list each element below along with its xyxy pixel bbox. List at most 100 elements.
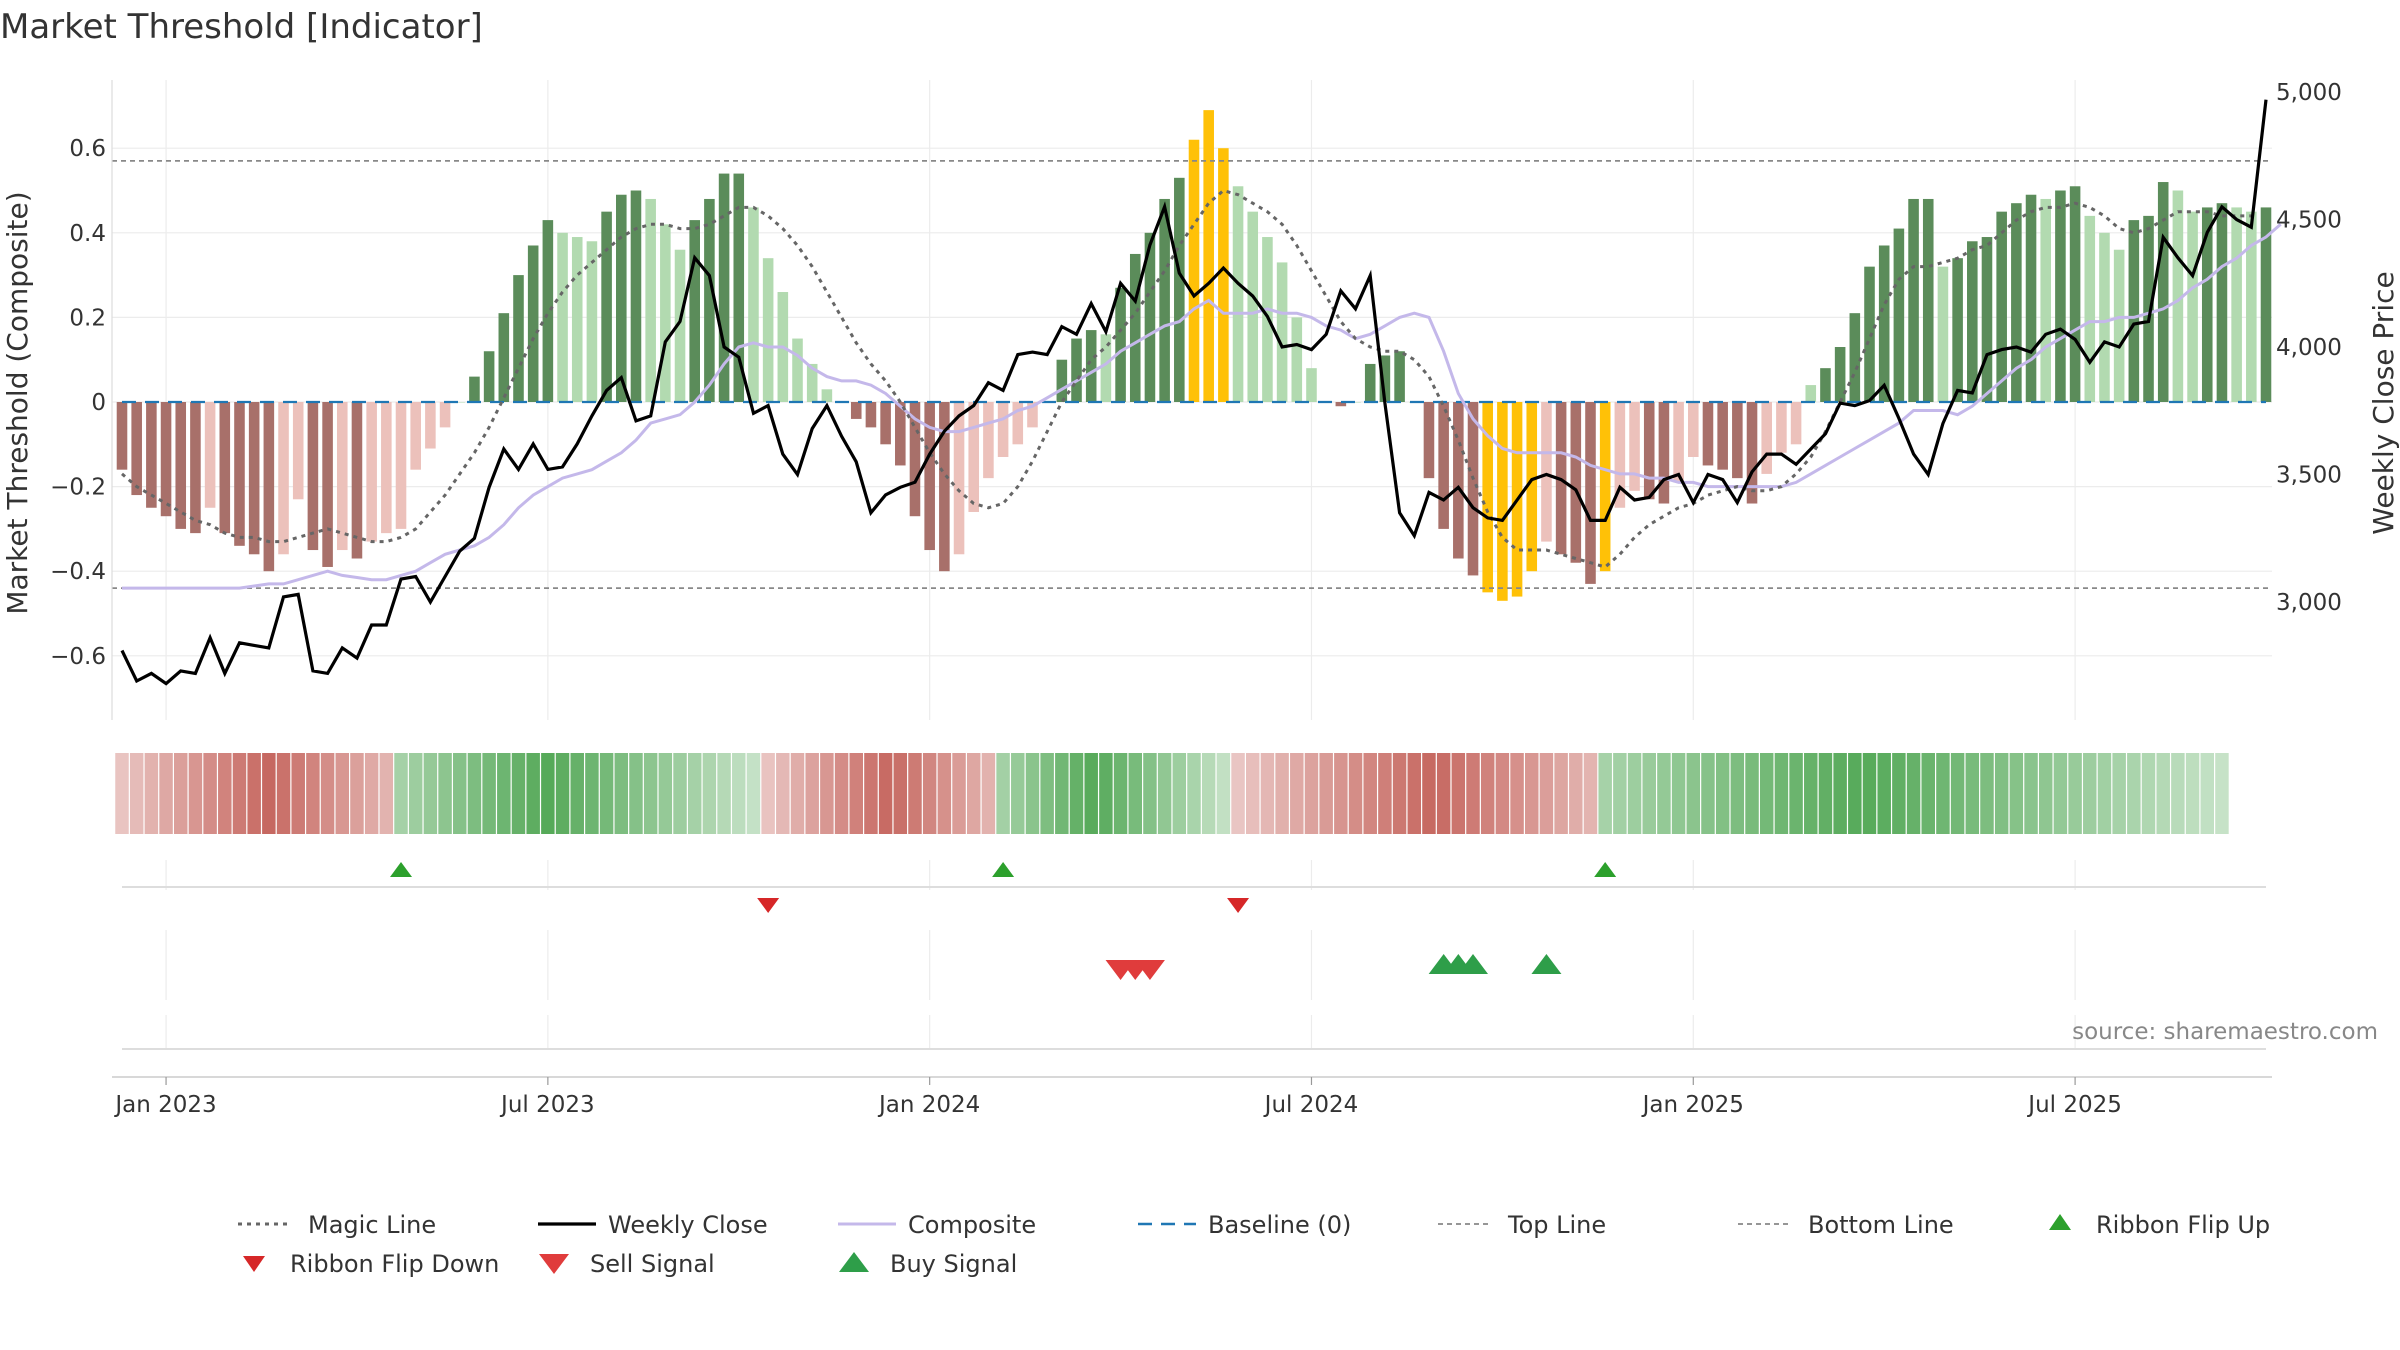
axes: 0.6 0.4 0.2 0 −0.2 −0.4 −0.6 5,000 4,500 4,000 3,5…	[50, 80, 2342, 720]
ribbon-cell	[1583, 753, 1598, 834]
legend-swatch	[2049, 1214, 2071, 1230]
ribbon-cell	[2141, 753, 2156, 834]
composite-bar	[1467, 402, 1479, 576]
composite-bar	[307, 402, 319, 551]
composite-bar	[689, 220, 700, 402]
ribbon-flip-up-marker	[1594, 862, 1617, 877]
ribbon-cell	[687, 753, 702, 834]
ribbon-cell	[291, 753, 305, 834]
legend-item: Top Line	[1438, 1211, 1606, 1239]
ribbon-cell	[1422, 753, 1436, 834]
ribbon-cell	[834, 753, 849, 834]
composite-bar	[2157, 182, 2169, 402]
legend-label: Bottom Line	[1808, 1211, 1954, 1239]
composite-bar	[983, 402, 994, 479]
ribbon-cell	[1730, 753, 1745, 834]
composite-bar	[204, 402, 216, 508]
ribbon-cell	[1363, 753, 1377, 834]
ribbon-cell	[1436, 753, 1451, 834]
ribbon-cell	[1451, 753, 1466, 834]
composite-bar	[381, 402, 392, 534]
ribbon-cell	[1936, 753, 1950, 834]
composite-bar	[806, 363, 818, 402]
y2-tick-label: 5,000	[2276, 80, 2342, 106]
composite-bar	[527, 245, 539, 402]
composite-bar	[997, 402, 1009, 457]
composite-bar	[704, 198, 715, 402]
ribbon-cell	[937, 753, 952, 834]
x-tick-label: Jul 2025	[2026, 1092, 2122, 1118]
composite-bar	[2143, 215, 2154, 402]
ribbon-cell	[1128, 753, 1143, 834]
composite-bar	[2216, 203, 2228, 402]
composite-bar	[924, 402, 935, 551]
ribbon-cell	[1554, 753, 1568, 834]
ribbon-cell	[129, 753, 144, 834]
ribbon-cell	[1011, 753, 1025, 834]
composite-bar	[1188, 139, 1200, 403]
ribbon-cell	[966, 753, 981, 834]
legend-item: Buy Signal	[839, 1250, 1017, 1278]
composite-bar	[1027, 402, 1038, 428]
ribbon-cell	[511, 753, 526, 834]
composite-bar	[1922, 198, 1934, 402]
composite-bar	[248, 402, 260, 555]
ribbon-cell	[1084, 753, 1098, 834]
buy-signal-marker	[1458, 954, 1489, 974]
ribbon-cell	[1216, 753, 1231, 834]
ribbon-cell	[2038, 753, 2053, 834]
composite-bar	[1071, 338, 1082, 402]
composite-bar	[1423, 402, 1435, 479]
series-lines	[112, 99, 2282, 686]
ribbon-cell	[1157, 753, 1172, 834]
ribbon-cell	[1025, 753, 1040, 834]
ribbon-cell	[761, 753, 775, 834]
ribbon-cell	[247, 753, 261, 834]
composite-bar	[557, 232, 568, 402]
ribbon-flip-up-marker	[992, 862, 1015, 877]
composite-bar	[1276, 262, 1288, 402]
composite-bar	[2172, 190, 2184, 402]
ribbon-cell	[1069, 753, 1084, 834]
ribbon-cell	[1701, 753, 1715, 834]
composite-bar	[2025, 194, 2037, 402]
composite-bar	[1174, 177, 1185, 402]
ribbon-cell	[232, 753, 247, 834]
composite-bar	[821, 389, 833, 402]
composite-bar	[1570, 402, 1582, 563]
composite-bar	[219, 402, 231, 534]
ribbon-cell	[1627, 753, 1642, 834]
composite-bar	[2128, 220, 2140, 402]
ribbon-cell	[144, 753, 159, 834]
composite-bar	[1056, 359, 1068, 402]
composite-bar	[1732, 402, 1743, 479]
y-tick-label: 0.6	[69, 136, 106, 162]
ribbon-cell	[1921, 753, 1935, 834]
composite-bar	[792, 338, 803, 402]
ribbon-cell	[2024, 753, 2038, 834]
composite-bar	[1864, 266, 1875, 402]
ribbon-cell	[1275, 753, 1289, 834]
x-tick-label: Jan 2025	[1641, 1092, 1744, 1118]
ribbon-cell	[1613, 753, 1627, 834]
ribbon-cell	[702, 753, 717, 834]
legend-swatch	[243, 1256, 265, 1272]
ribbon-cell	[585, 753, 599, 834]
composite-bar	[1746, 402, 1758, 504]
composite-bar	[1100, 334, 1112, 402]
composite-bar	[469, 376, 480, 402]
composite-bar	[1658, 402, 1670, 504]
ribbon-cell	[1392, 753, 1407, 834]
ribbon-flip-down-marker	[1227, 898, 1250, 913]
composite-bar	[1599, 402, 1611, 572]
legend: Magic Line Weekly Close Composite Baseline …	[238, 1211, 2270, 1278]
y-tick-label: −0.2	[50, 475, 106, 501]
y2-tick-label: 4,000	[2276, 335, 2342, 361]
composite-bar	[190, 402, 201, 534]
ribbon-cell	[115, 753, 129, 834]
composite-bar	[718, 173, 730, 402]
composite-bar	[880, 402, 891, 445]
ribbon-cell	[908, 753, 922, 834]
composite-bar	[425, 402, 436, 449]
composite-bar	[1967, 241, 1978, 402]
